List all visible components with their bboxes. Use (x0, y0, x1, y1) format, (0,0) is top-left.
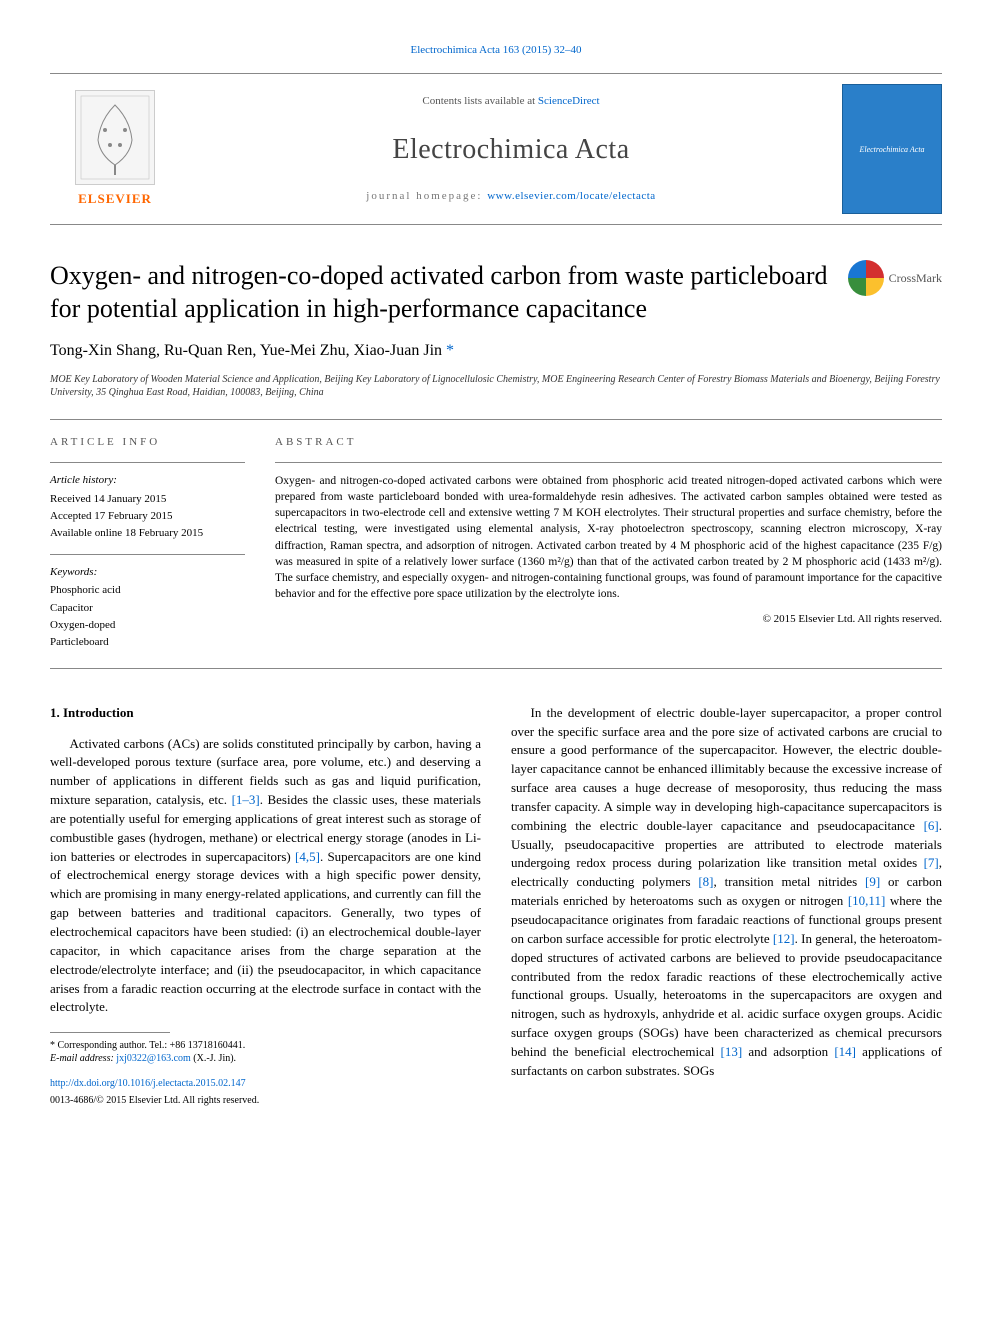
body-columns: 1. Introduction Activated carbons (ACs) … (50, 704, 942, 1109)
keyword: Particleboard (50, 635, 245, 650)
column-right: In the development of electric double-la… (511, 704, 942, 1109)
article-info-heading: ARTICLE INFO (50, 435, 245, 450)
publisher-block: ELSEVIER (50, 90, 180, 208)
abstract-heading: ABSTRACT (275, 435, 942, 450)
ref-link[interactable]: [14] (834, 1044, 856, 1059)
intro-paragraph: Activated carbons (ACs) are solids const… (50, 735, 481, 1018)
received-date: Received 14 January 2015 (50, 492, 245, 507)
affiliation: MOE Key Laboratory of Wooden Material Sc… (50, 373, 942, 399)
crossmark-label: CrossMark (889, 270, 942, 287)
publisher-name: ELSEVIER (78, 190, 152, 208)
crossmark-badge[interactable]: CrossMark (848, 260, 942, 296)
column-left: 1. Introduction Activated carbons (ACs) … (50, 704, 481, 1109)
keyword: Phosphoric acid (50, 583, 245, 598)
homepage-line: journal homepage: www.elsevier.com/locat… (180, 189, 842, 204)
doi-link[interactable]: http://dx.doi.org/10.1016/j.electacta.20… (50, 1078, 246, 1089)
intro-heading: 1. Introduction (50, 704, 481, 723)
article-info-block: ARTICLE INFO Article history: Received 1… (50, 419, 942, 669)
ref-link[interactable]: [10,11] (848, 893, 885, 908)
crossmark-icon (848, 260, 884, 296)
accepted-date: Accepted 17 February 2015 (50, 509, 245, 524)
contents-line: Contents lists available at ScienceDirec… (180, 94, 842, 109)
ref-link[interactable]: [7] (924, 855, 939, 870)
corresponding-footnote: * Corresponding author. Tel.: +86 137181… (50, 1039, 481, 1065)
citation-link[interactable]: Electrochimica Acta 163 (2015) 32–40 (410, 44, 581, 56)
abstract-text: Oxygen- and nitrogen-co-doped activated … (275, 473, 942, 602)
ref-link[interactable]: [12] (773, 931, 795, 946)
ref-link[interactable]: [13] (720, 1044, 742, 1059)
keyword: Oxygen-doped (50, 618, 245, 633)
doi-line: http://dx.doi.org/10.1016/j.electacta.20… (50, 1077, 481, 1092)
history-label: Article history: (50, 473, 245, 488)
article-title: Oxygen- and nitrogen-co-doped activated … (50, 260, 848, 325)
abstract-copyright: © 2015 Elsevier Ltd. All rights reserved… (275, 612, 942, 627)
ref-link[interactable]: [4,5] (295, 849, 320, 864)
ref-link[interactable]: [1–3] (232, 792, 260, 807)
keyword: Capacitor (50, 601, 245, 616)
online-date: Available online 18 February 2015 (50, 526, 245, 541)
intro-paragraph: In the development of electric double-la… (511, 704, 942, 1081)
issn-line: 0013-4686/© 2015 Elsevier Ltd. All right… (50, 1094, 481, 1109)
corresponding-asterisk: * (442, 342, 454, 359)
sciencedirect-link[interactable]: ScienceDirect (538, 95, 600, 107)
keywords-label: Keywords: (50, 565, 245, 580)
journal-cover-icon: Electrochimica Acta (842, 84, 942, 214)
ref-link[interactable]: [9] (865, 874, 880, 889)
ref-link[interactable]: [6] (924, 818, 939, 833)
authors-line: Tong-Xin Shang, Ru-Quan Ren, Yue-Mei Zhu… (50, 340, 942, 362)
elsevier-tree-icon (75, 90, 155, 185)
journal-masthead: ELSEVIER Contents lists available at Sci… (50, 73, 942, 225)
email-link[interactable]: jxj0322@163.com (116, 1053, 190, 1064)
journal-name: Electrochimica Acta (180, 130, 842, 169)
ref-link[interactable]: [8] (698, 874, 713, 889)
footnote-separator (50, 1032, 170, 1033)
header-citation: Electrochimica Acta 163 (2015) 32–40 (50, 40, 942, 58)
journal-homepage-link[interactable]: www.elsevier.com/locate/electacta (487, 190, 656, 202)
